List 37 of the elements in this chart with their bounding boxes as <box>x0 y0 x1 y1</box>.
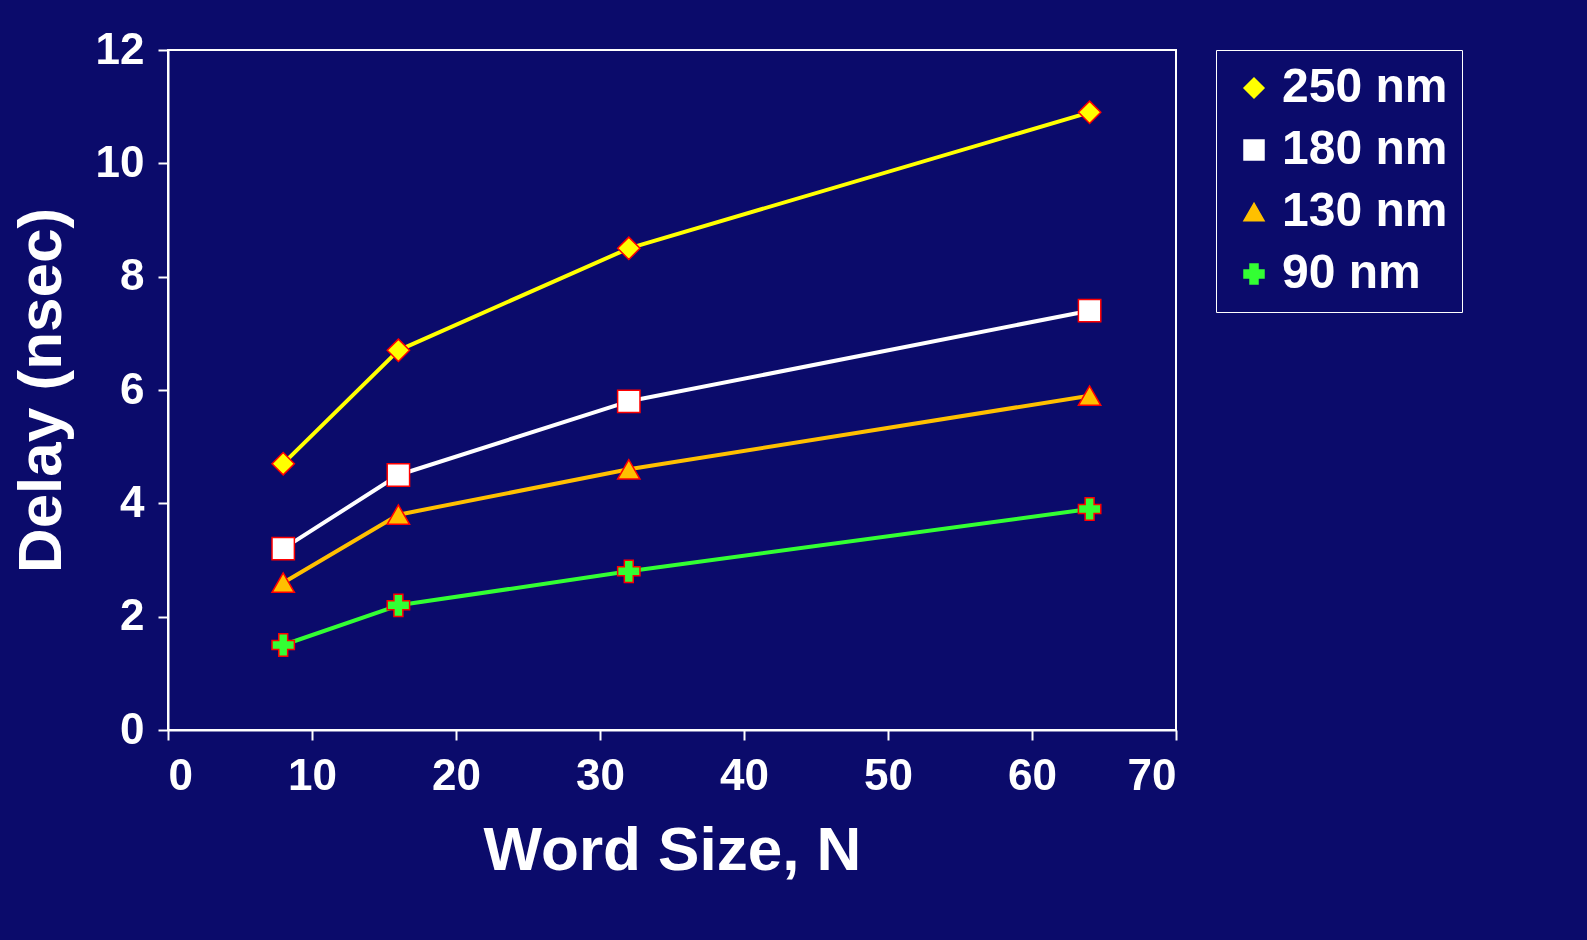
point <box>1077 497 1102 521</box>
legend-label: 250 nm <box>1282 59 1448 112</box>
legend-label: 180 nm <box>1282 121 1448 174</box>
y-tick-label: 0 <box>120 703 145 753</box>
y-tick-label: 6 <box>120 363 145 413</box>
point <box>1077 298 1102 323</box>
point <box>271 536 296 561</box>
x-tick-label: 60 <box>1008 749 1057 799</box>
y-tick-label: 10 <box>95 136 145 186</box>
point <box>271 572 296 594</box>
point <box>1077 385 1102 407</box>
x-tick-label: 20 <box>432 749 481 799</box>
point <box>386 338 411 363</box>
y-tick-label: 2 <box>120 590 145 640</box>
point <box>616 236 641 261</box>
point <box>616 458 641 480</box>
point <box>386 593 411 618</box>
x-tick-label: 10 <box>288 749 337 799</box>
point <box>386 463 411 487</box>
point <box>271 451 296 476</box>
y-axis-title: Delay (nsec) <box>4 207 74 574</box>
x-tick-label: 70 <box>1127 749 1177 799</box>
x-tick-label: 40 <box>720 749 769 799</box>
x-axis-title: Word Size, N <box>483 813 862 883</box>
legend-label: 90 nm <box>1282 245 1421 298</box>
point <box>386 504 411 526</box>
y-tick-label: 12 <box>95 23 145 73</box>
legend-label: 130 nm <box>1282 183 1448 236</box>
point <box>1077 100 1102 125</box>
x-tick-label: 50 <box>864 749 913 799</box>
y-tick-label: 4 <box>120 476 146 526</box>
x-tick-label: 0 <box>168 749 193 799</box>
point <box>616 559 641 584</box>
point <box>271 633 296 657</box>
y-tick-label: 8 <box>120 250 145 300</box>
point <box>616 389 641 414</box>
x-tick-label: 30 <box>576 749 625 799</box>
